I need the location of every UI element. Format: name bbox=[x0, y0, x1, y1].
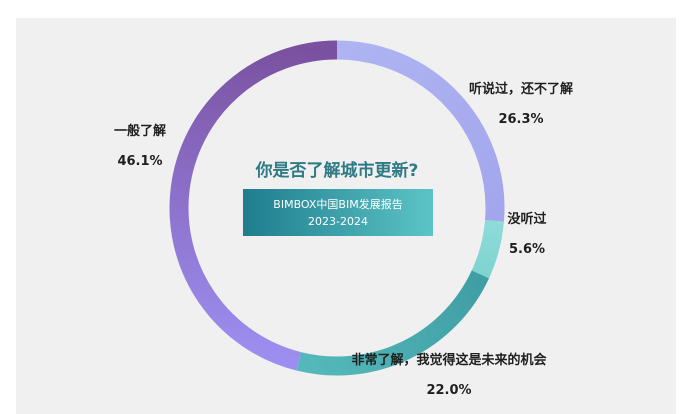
slice-labels: 听说过，还不了解 26.3% 没听过 5.6% 非常了解，我觉得这是未来的机会 22.0%… bbox=[114, 81, 573, 398]
slice-label-0: 听说过，还不了解 bbox=[469, 81, 573, 97]
slice-2 bbox=[296, 270, 490, 376]
report-banner-line-2: 2023-2024 bbox=[308, 215, 368, 228]
slice-0 bbox=[336, 40, 505, 222]
slice-value-0: 26.3% bbox=[498, 112, 543, 127]
donut-chart: 听说过，还不了解 26.3% 没听过 5.6% 非常了解，我觉得这是未来的机会 22.0%… bbox=[114, 40, 573, 398]
slice-label-3: 一般了解 bbox=[114, 123, 166, 139]
chart-card: 听说过，还不了解 26.3% 没听过 5.6% 非常了解，我觉得这是未来的机会 22.0%… bbox=[16, 18, 676, 414]
chart-title: 你是否了解城市更新? bbox=[255, 160, 419, 181]
slice-value-3: 46.1% bbox=[117, 154, 162, 169]
report-banner-line-1: BIMBOX中国BIM发展报告 bbox=[273, 197, 402, 211]
slice-value-2: 22.0% bbox=[426, 383, 471, 398]
slice-label-1: 没听过 bbox=[507, 211, 546, 227]
slice-3 bbox=[169, 40, 338, 371]
slice-value-1: 5.6% bbox=[509, 242, 545, 257]
slice-1 bbox=[471, 219, 504, 279]
report-banner bbox=[243, 189, 433, 236]
donut-ring bbox=[169, 40, 505, 376]
slice-label-2: 非常了解，我觉得这是未来的机会 bbox=[351, 352, 547, 368]
